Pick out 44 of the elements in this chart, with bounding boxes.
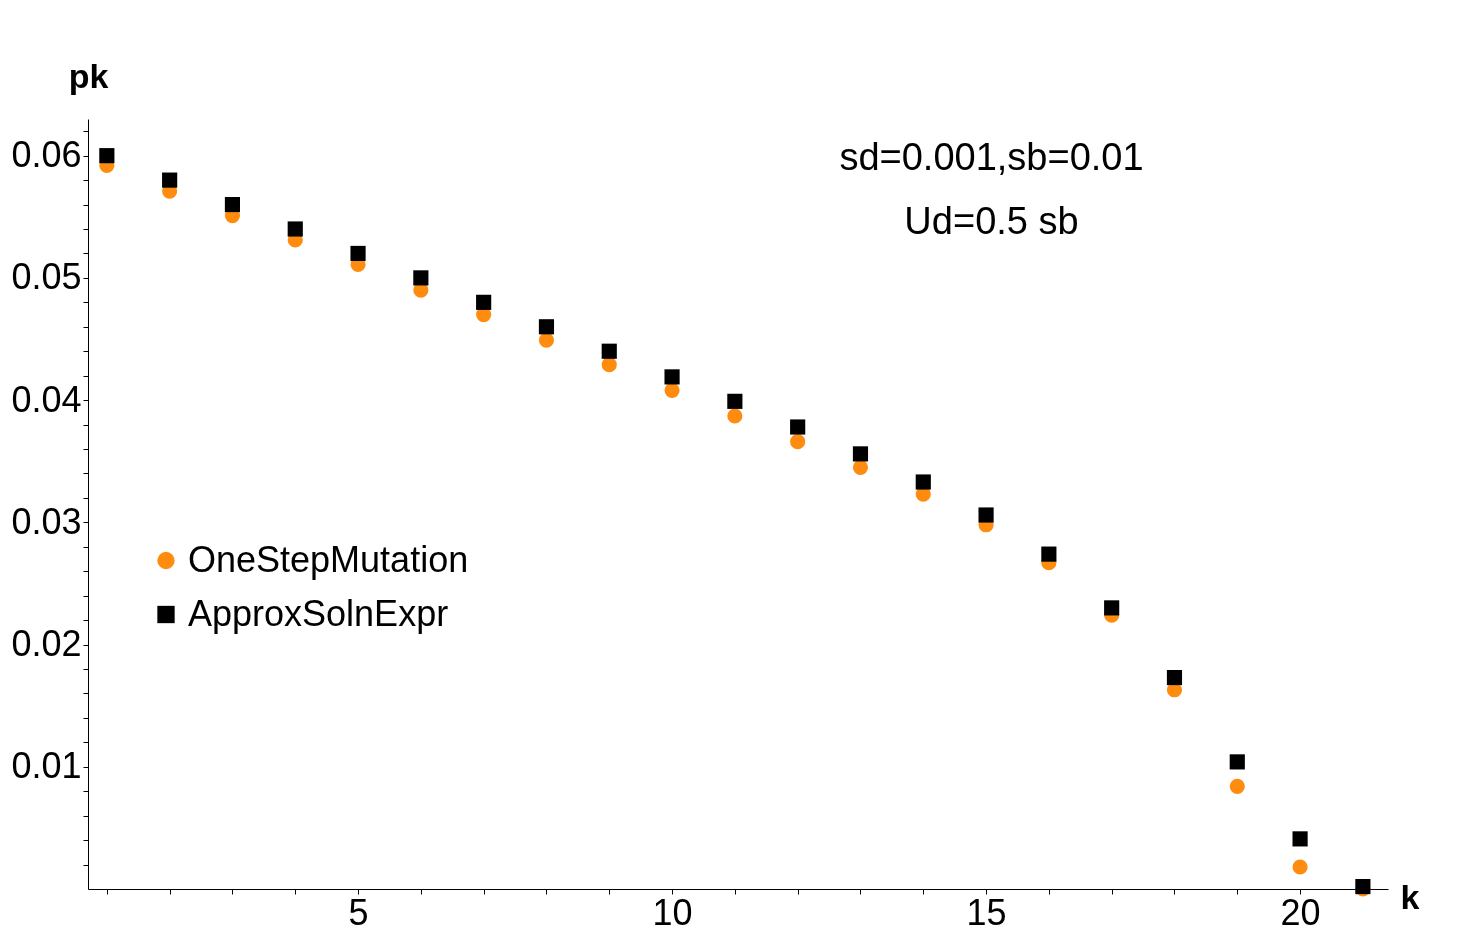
point	[1229, 778, 1245, 794]
point	[664, 382, 680, 398]
point	[727, 393, 743, 409]
point	[601, 357, 617, 373]
point	[476, 294, 492, 310]
y-tick-label: 0.01	[11, 745, 82, 787]
legend-label: OneStepMutation	[188, 538, 469, 580]
point	[99, 148, 115, 164]
y-tick-label: 0.03	[11, 500, 82, 542]
y-tick-label: 0.05	[11, 256, 82, 298]
point	[790, 434, 806, 450]
point	[1292, 831, 1308, 847]
point	[538, 332, 555, 348]
point	[915, 474, 931, 490]
point	[538, 319, 555, 335]
point	[1229, 754, 1245, 770]
point	[852, 446, 869, 462]
point	[664, 369, 680, 385]
point	[1041, 546, 1057, 562]
annotation: sd=0.001,sb=0.01	[839, 136, 1144, 178]
x-tick-label: 15	[966, 891, 1007, 927]
point	[978, 507, 994, 523]
x-tick-label: 5	[348, 891, 369, 927]
point	[287, 221, 303, 237]
y-axis-title: pk	[68, 56, 109, 95]
point	[601, 343, 617, 359]
point	[1166, 669, 1183, 686]
point	[162, 172, 178, 188]
legend-label: ApproxSolnExpr	[188, 592, 449, 634]
annotation: Ud=0.5 sb	[904, 200, 1079, 242]
point	[727, 408, 743, 424]
x-tick-label: 10	[652, 891, 693, 927]
point	[224, 196, 241, 213]
point	[852, 459, 869, 475]
y-tick-label: 0.04	[11, 378, 82, 420]
y-tick-label: 0.02	[11, 623, 82, 665]
x-tick-label: 20	[1280, 891, 1321, 927]
x-axis-title: k	[1400, 877, 1420, 916]
point	[1292, 859, 1308, 875]
y-tick-label: 0.06	[11, 134, 82, 176]
point	[413, 270, 429, 286]
point	[1104, 600, 1120, 616]
point	[790, 419, 806, 435]
point	[350, 245, 366, 262]
